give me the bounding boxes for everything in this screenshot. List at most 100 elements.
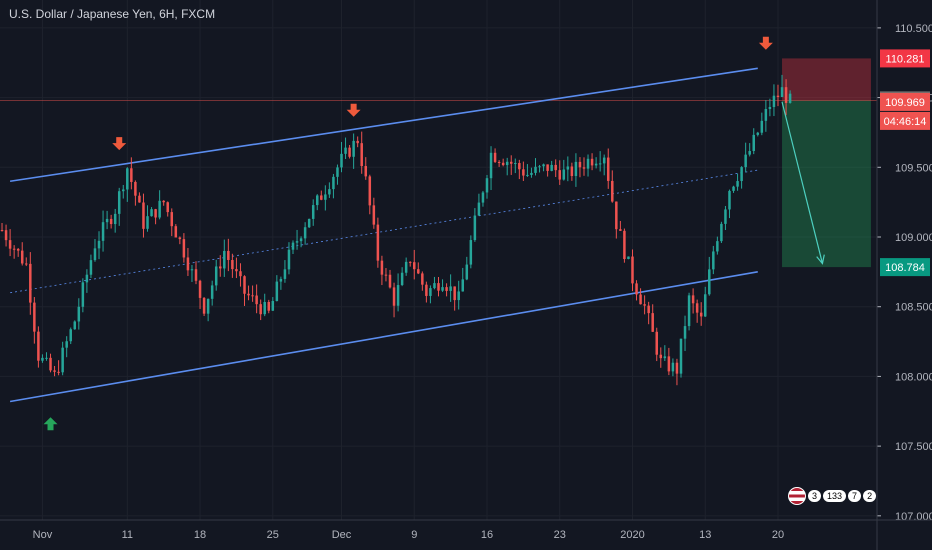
candle-body: [57, 371, 60, 373]
candle-body: [582, 167, 586, 169]
candle-body: [190, 269, 194, 271]
candle-body: [239, 271, 242, 277]
candle-body: [324, 194, 327, 200]
candle-body: [210, 285, 214, 299]
candle-body: [328, 189, 331, 195]
candle-body: [138, 195, 141, 203]
channel-mid-line: [10, 169, 758, 294]
candle-body: [695, 303, 699, 313]
candle-body: [12, 248, 16, 250]
candle-body: [150, 209, 153, 217]
candle-body: [639, 294, 642, 305]
candle-body: [186, 257, 190, 271]
x-tick-label: 13: [699, 529, 711, 541]
candle-body: [344, 147, 347, 154]
candle-body: [615, 201, 618, 230]
x-tick-label: 25: [267, 529, 279, 541]
channel[interactable]: [9, 67, 758, 403]
projection-arrow-line: [781, 101, 824, 264]
candle-body: [247, 293, 250, 296]
candle-body: [728, 190, 731, 210]
candle-body: [101, 222, 105, 241]
candle-body: [227, 250, 230, 260]
candle-body: [41, 357, 44, 361]
price-label-countdown: 04:46:14: [884, 116, 927, 128]
candle-body: [623, 230, 626, 259]
candle-body: [578, 161, 582, 168]
candle-body: [667, 356, 671, 372]
candle-body: [20, 250, 24, 264]
candle-body: [647, 305, 650, 314]
candle-body: [643, 304, 646, 306]
candle-body: [93, 248, 97, 261]
candle-body: [768, 106, 772, 110]
candle-body: [0, 230, 4, 232]
candle-body: [417, 269, 420, 274]
candle-body: [352, 140, 355, 157]
candle-body: [81, 282, 85, 307]
projection-arrow-head: [816, 254, 825, 265]
candle-body: [271, 301, 275, 311]
events-badge[interactable]: 3 133 7 2: [788, 486, 877, 506]
candle-body: [461, 279, 465, 292]
sell-signal-arrow-icon: [112, 137, 127, 151]
candle-body: [126, 168, 129, 190]
candle-body: [712, 251, 715, 270]
candle-body: [501, 162, 505, 166]
candle-body: [311, 205, 315, 219]
candle-body: [659, 354, 663, 359]
candle-body: [473, 215, 477, 241]
candle-body: [263, 301, 266, 315]
candle-body: [780, 87, 784, 97]
candle-body: [384, 274, 388, 276]
take-profit-zone: [782, 100, 871, 268]
candle-body: [33, 302, 36, 332]
candle-body: [316, 195, 319, 206]
candle-body: [772, 95, 776, 107]
candle-body: [53, 370, 56, 372]
candle-body: [109, 218, 113, 225]
price-label-box: [880, 258, 930, 277]
candle-body: [724, 209, 727, 224]
trade-position[interactable]: [0, 58, 877, 268]
candle-body: [590, 158, 594, 166]
price-label-stop: 110.281: [886, 53, 925, 65]
candle-body: [550, 164, 553, 171]
candle-body: [49, 357, 52, 371]
candle-body: [134, 181, 137, 196]
candle-body: [251, 295, 254, 297]
candle-body: [437, 283, 440, 291]
candle-body: [598, 163, 602, 165]
x-tick-label: 23: [554, 529, 566, 541]
candle-body: [77, 306, 81, 322]
candle-body: [752, 134, 755, 152]
y-tick-label: 110.500: [895, 23, 932, 35]
candle-body: [429, 288, 432, 296]
candle-body: [360, 143, 363, 167]
price-label-last: 109.969: [885, 97, 925, 109]
candle-body: [663, 356, 667, 359]
candle-body: [117, 191, 121, 214]
candle-body: [279, 278, 283, 282]
candle-body: [760, 120, 764, 133]
candle-body: [522, 169, 525, 176]
annotations[interactable]: [43, 36, 825, 431]
candle-body: [514, 163, 517, 165]
y-tick-label: 107.500: [895, 441, 932, 453]
badge-count-a: 3: [808, 490, 822, 502]
candle-body: [594, 163, 598, 166]
badge-count-b: 133: [823, 490, 847, 502]
candle-body: [25, 263, 28, 265]
candle-body: [291, 242, 295, 250]
price-label-box: [880, 111, 930, 130]
candle-body: [162, 200, 165, 203]
candle-body: [295, 241, 299, 243]
candle-body: [477, 202, 481, 216]
candle-body: [683, 326, 687, 339]
candle-body: [235, 269, 238, 272]
candle-body: [788, 93, 792, 103]
candle-body: [69, 329, 72, 342]
candle-body: [158, 200, 161, 218]
candle-body: [275, 281, 279, 302]
